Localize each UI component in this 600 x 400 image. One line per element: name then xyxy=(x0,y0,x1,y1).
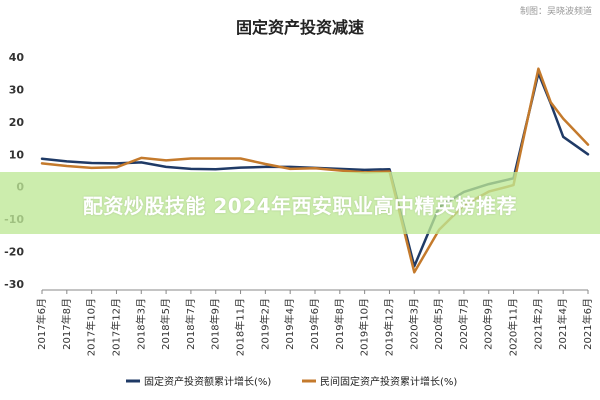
series-line-private-investment xyxy=(40,67,590,274)
y-tick-label: 40 xyxy=(9,51,25,64)
x-tick-label: 2018年11月 xyxy=(234,298,247,356)
legend-label: 固定资产投资额累计增长(%) xyxy=(144,375,271,388)
legend-label: 民间固定资产投资累计增长(%) xyxy=(320,375,457,388)
y-axis: -30-20-10010203040 xyxy=(4,51,24,291)
x-tick-label: 2021年4月 xyxy=(556,298,569,350)
x-tick-label: 2017年6月 xyxy=(35,298,48,350)
x-tick-label: 2018年5月 xyxy=(159,298,172,350)
y-tick-label: 10 xyxy=(9,148,25,161)
x-tick-label: 2017年8月 xyxy=(60,298,73,350)
y-tick-label: -20 xyxy=(4,246,24,259)
x-tick-label: 2020年9月 xyxy=(482,298,495,350)
y-tick-label: 20 xyxy=(9,116,25,129)
x-tick-label: 2017年12月 xyxy=(109,298,122,356)
x-tick-label: 2018年9月 xyxy=(209,298,222,350)
x-tick-label: 2019年10月 xyxy=(358,298,371,356)
x-tick-label: 2020年3月 xyxy=(407,298,420,350)
y-tick-label: -30 xyxy=(4,278,24,291)
x-tick-label: 2018年3月 xyxy=(134,298,147,350)
credit-text: 制图：吴晓波频道 xyxy=(519,7,592,17)
x-tick-label: 2017年10月 xyxy=(85,298,98,356)
x-tick-label: 2020年5月 xyxy=(432,298,445,350)
x-axis: 2017年6月 2017年8月 2017年10月 2017年12月 2018年3月 201… xyxy=(35,290,594,356)
legend: 固定资产投资额累计增长(%) 民间固定资产投资累计增长(%) xyxy=(126,375,457,388)
x-tick-label: 2019年12月 xyxy=(382,298,395,356)
x-tick-label: 2021年6月 xyxy=(581,298,594,350)
x-tick-label: 2018年7月 xyxy=(184,298,197,350)
overlay-banner-text: 配资炒股技能 2024年西安职业高中精英榜推荐 xyxy=(82,194,518,218)
chart-title: 固定资产投资减速 xyxy=(235,18,364,37)
x-tick-label: 2019年2月 xyxy=(258,298,271,350)
overlay-banner xyxy=(0,172,600,234)
x-tick-label: 2019年8月 xyxy=(333,298,346,350)
series-lines xyxy=(40,67,590,274)
x-tick-label: 2021年2月 xyxy=(531,298,544,350)
y-tick-label: 30 xyxy=(9,83,25,96)
series-line-fixed-asset-investment xyxy=(40,71,590,268)
x-tick-label: 2020年7月 xyxy=(457,298,470,350)
x-tick-label: 2019年4月 xyxy=(283,298,296,350)
x-tick-label: 2020年11月 xyxy=(507,298,520,356)
x-tick-label: 2019年6月 xyxy=(308,298,321,350)
